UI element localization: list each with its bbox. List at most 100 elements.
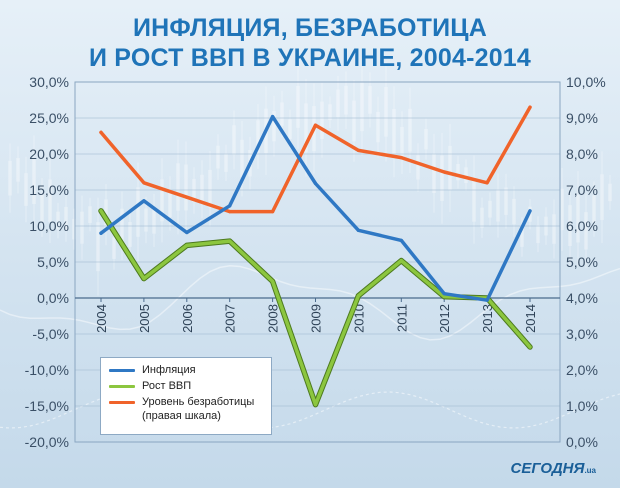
background-candle-body [288, 119, 292, 139]
background-candle-body [360, 82, 364, 132]
series-point-unemployment [399, 156, 403, 160]
legend-label-gdp: Рост ВВП [142, 380, 192, 393]
background-candle-body [304, 103, 308, 153]
background-candle-body [216, 145, 220, 169]
background-candle-body [40, 192, 44, 223]
series-point-inflation [485, 298, 489, 302]
background-candle-body [488, 200, 492, 218]
series-point-unemployment [228, 210, 232, 214]
background-candle-body [184, 164, 188, 211]
background-candle-body [128, 222, 132, 247]
background-candle-body [568, 205, 572, 247]
series-point-inflation [271, 114, 275, 119]
background-candle-body [328, 104, 332, 121]
background-candle-body [344, 85, 348, 115]
series-point-gdp [99, 209, 103, 213]
x-axis: 2004 2005 2006 2007 2008 2009 2010 2011 2012 2013… [94, 298, 538, 333]
background-wave [0, 264, 620, 341]
background-wave-dashed [0, 391, 620, 429]
background-candle-body [192, 178, 196, 203]
background-candle-body [352, 100, 356, 142]
series-point-inflation [399, 238, 403, 242]
chart-title-line-2: И РОСТ ВВП В УКРАИНЕ, 2004-2014 [88, 44, 532, 72]
logo-suffix: .ua [584, 466, 596, 475]
x-axis-tick-label: 2004 [94, 304, 109, 333]
x-axis-tick-label: 2011 [394, 304, 409, 332]
right-axis-tick-label: 10,0% [566, 74, 606, 90]
background-candle-body [168, 189, 172, 217]
background-candle-body [400, 126, 404, 159]
background-candle-body [152, 207, 156, 234]
background-candle-body [64, 206, 68, 231]
background-candle-body [280, 102, 284, 126]
series-point-unemployment [442, 170, 446, 174]
series-point-unemployment [356, 148, 360, 152]
x-axis-tick-label: 2009 [309, 304, 324, 333]
background-candle-body [472, 177, 476, 222]
series-point-gdp [399, 258, 403, 263]
background-candle-body [592, 195, 596, 223]
series-point-inflation [442, 292, 446, 296]
series-point-unemployment [185, 195, 189, 199]
series-point-gdp [228, 239, 232, 243]
background-candle-body [480, 207, 484, 228]
background-candle-body [48, 179, 52, 222]
left-axis-tick-label: 10,0% [29, 218, 69, 234]
left-axis-tick-label: -10,0% [25, 362, 69, 378]
background-candle-body [296, 86, 300, 128]
series-point-inflation [142, 199, 146, 203]
background-candle-body [200, 174, 204, 204]
background-candle-body [368, 86, 372, 114]
background-candle-body [536, 225, 540, 244]
background-candle-body [552, 214, 556, 244]
series-point-gdp [271, 279, 275, 284]
right-axis-tick-label: 9,0% [566, 110, 598, 126]
series-point-inflation [99, 231, 103, 235]
background-candle-body [448, 145, 452, 190]
background-candle-body [512, 198, 516, 225]
x-axis-tick-label: 2006 [180, 304, 195, 333]
series-point-gdp [528, 345, 532, 349]
plot-frame [74, 81, 561, 443]
series-point-unemployment [271, 210, 275, 214]
left-axis: -20,0% -15,0% -10,0% -5,0% 0,0% 5,0% 10,0% 15,0… [25, 74, 69, 450]
background-decor [0, 58, 620, 429]
background-candle-body [584, 212, 588, 250]
background-candle-body [576, 194, 580, 243]
background-candle-body [520, 227, 524, 247]
background-candle-body [320, 101, 324, 139]
series-point-unemployment [485, 181, 489, 185]
background-candle-body [240, 139, 244, 178]
background-candle-body [256, 120, 260, 153]
background-candle-body [24, 173, 28, 206]
background-candle-body [336, 89, 340, 118]
right-axis-tick-label: 0,0% [566, 434, 598, 450]
left-axis-tick-label: 25,0% [29, 110, 69, 126]
left-axis-tick-label: 0,0% [37, 290, 69, 306]
right-axis: 0,0% 1,0% 2,0% 3,0% 4,0% 5,0% 6,0% 7,0% 8,0% 9,0%… [566, 74, 606, 450]
series-point-unemployment [313, 123, 318, 127]
left-axis-tick-label: 5,0% [37, 254, 69, 270]
background-candle-body [608, 183, 612, 202]
right-axis-tick-label: 1,0% [566, 398, 598, 414]
background-candle-body [392, 108, 396, 155]
left-axis-tick-label: -5,0% [32, 326, 69, 342]
series-point-gdp [442, 294, 446, 299]
left-axis-tick-label: 30,0% [29, 74, 69, 90]
background-candle-body [408, 108, 412, 152]
background-candle-body [464, 167, 468, 184]
background-candle-body [80, 211, 84, 244]
x-axis-tick-label: 2014 [523, 304, 538, 333]
logo-name: СЕГОДНЯ [510, 460, 585, 477]
background-candle-body [232, 125, 236, 155]
series-layer [98, 105, 533, 408]
series-point-gdp [185, 243, 189, 248]
background-candle-body [144, 208, 148, 232]
background-candle-body [600, 174, 604, 221]
legend-label-unemployment-note: (правая шкала) [142, 410, 221, 422]
left-axis-tick-label: 15,0% [29, 182, 69, 198]
x-axis-tick-label: 2005 [137, 304, 152, 333]
background-candle-body [16, 158, 20, 182]
background-candle-body [88, 206, 92, 224]
x-axis-tick-label: 2007 [223, 304, 238, 333]
